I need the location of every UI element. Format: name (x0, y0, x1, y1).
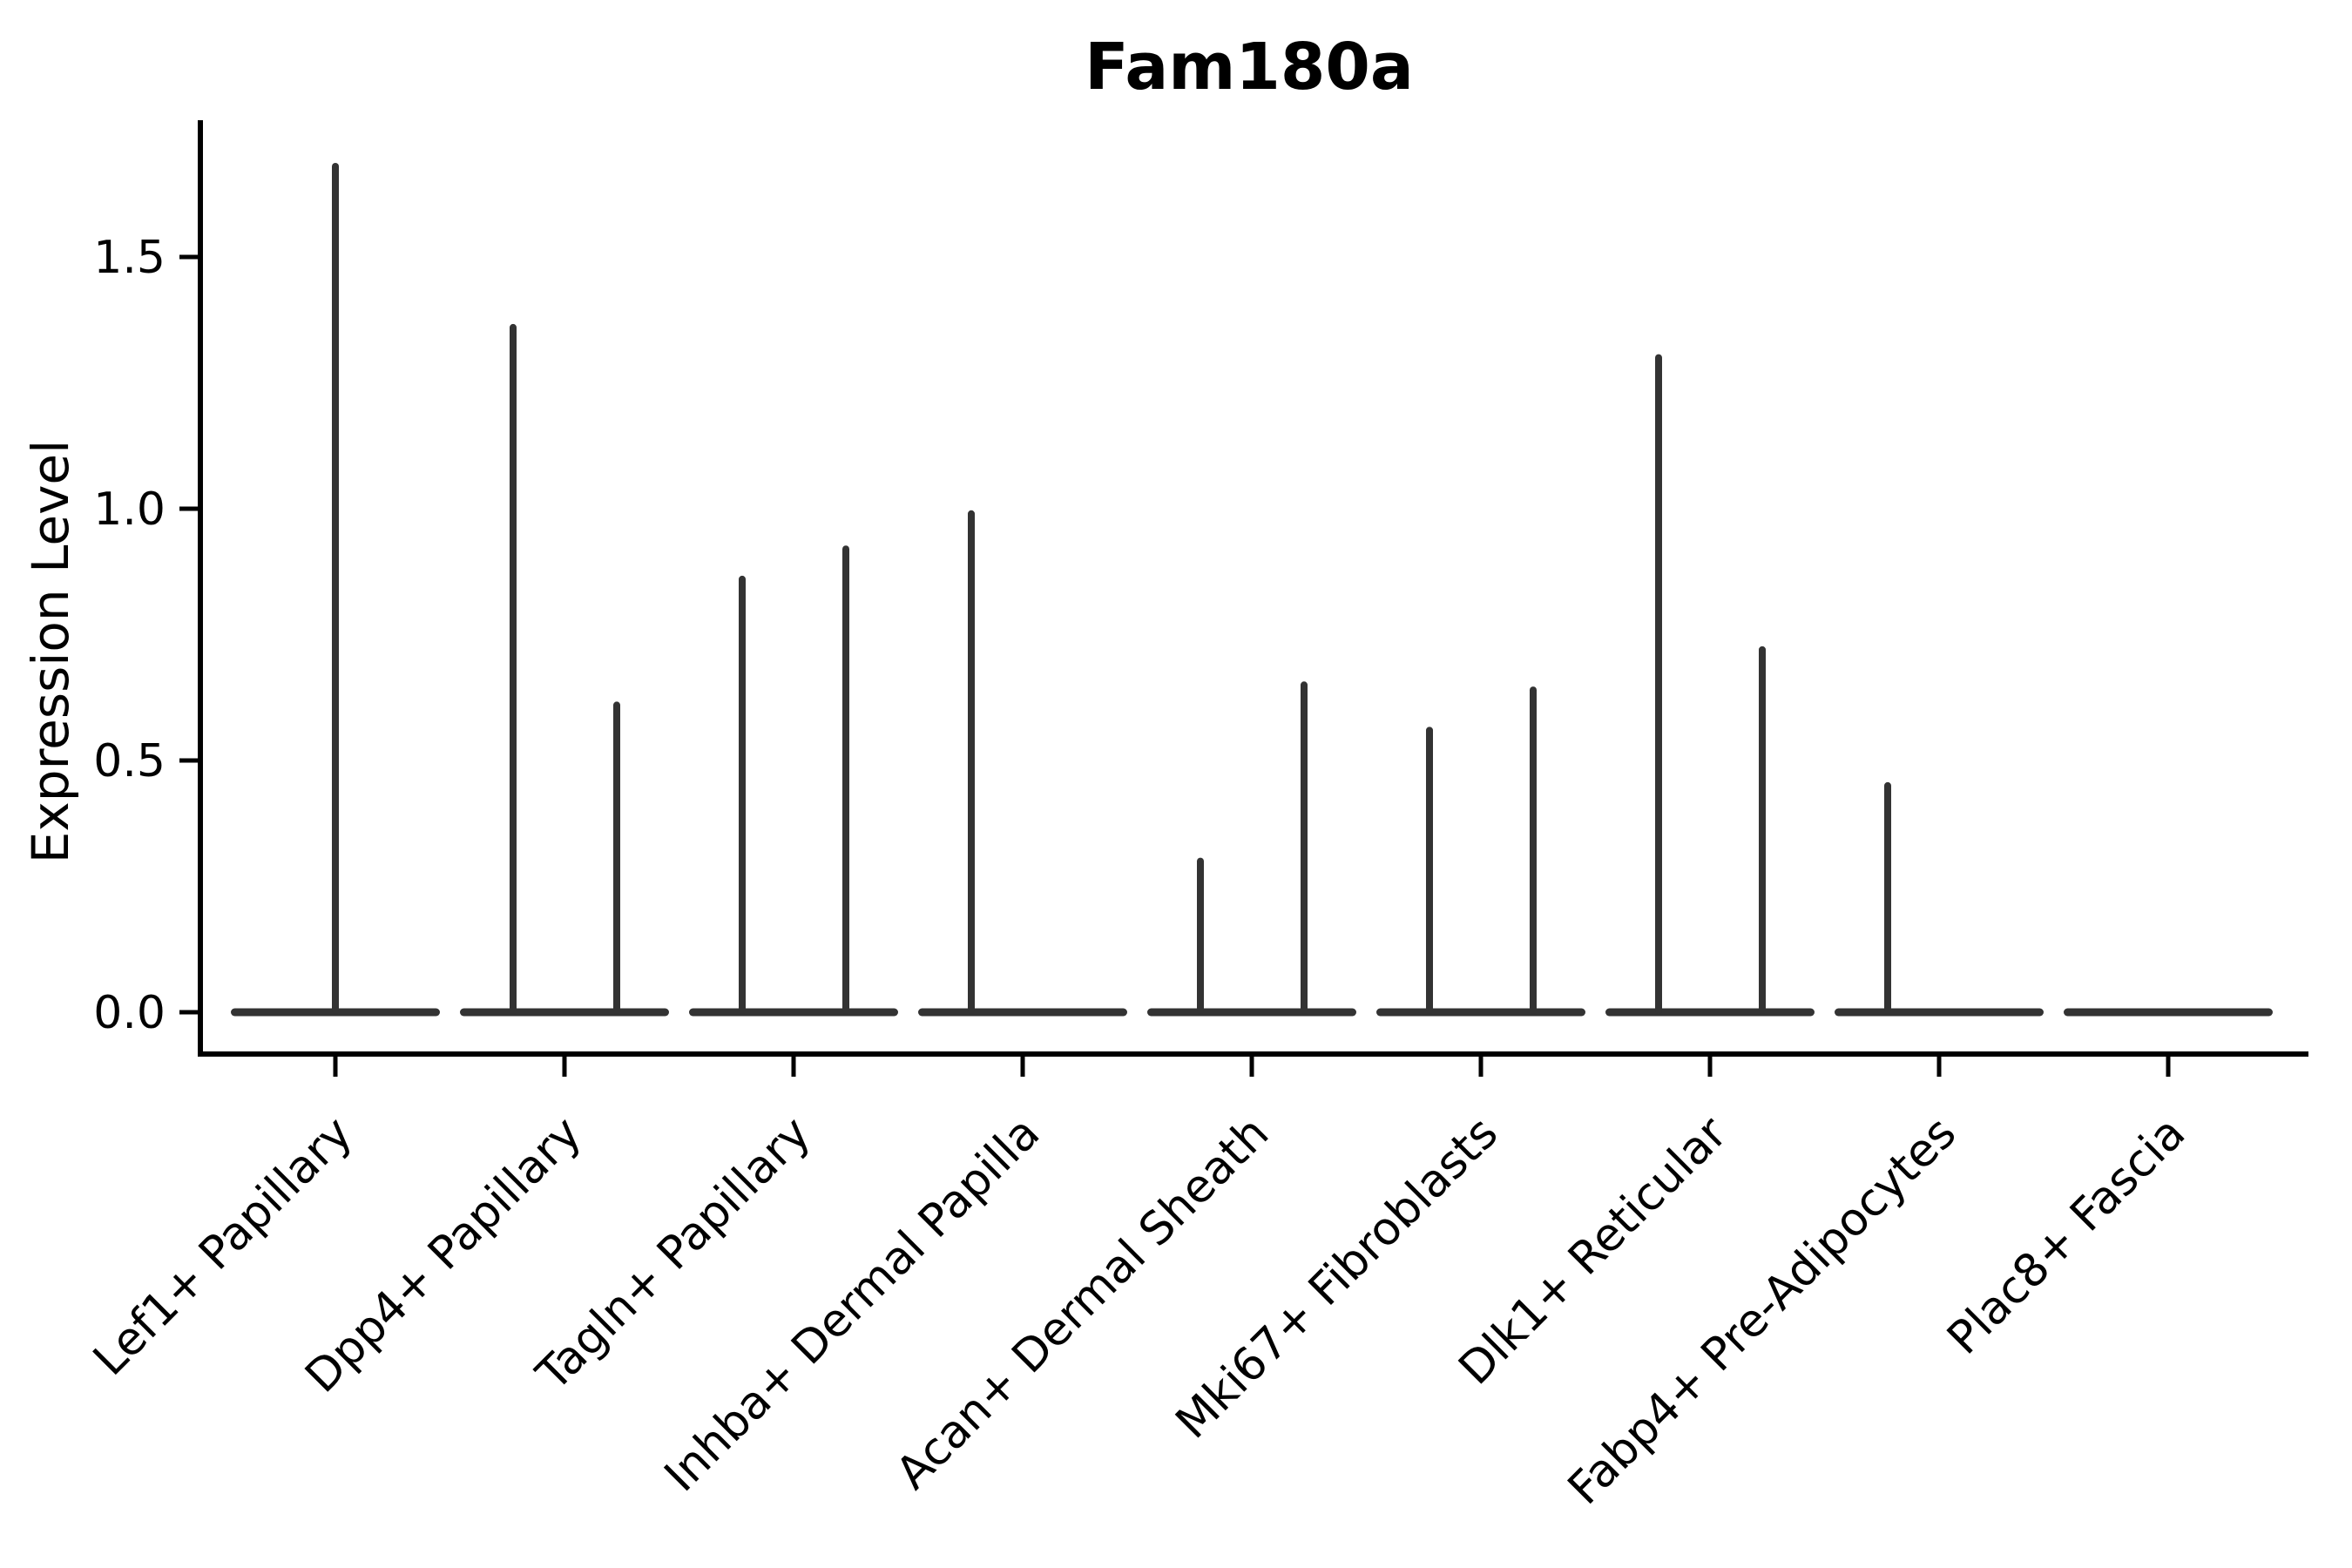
axis-spines (198, 120, 2308, 1057)
violin-body (460, 1008, 669, 1017)
violin-body (2064, 1008, 2273, 1017)
violin-body (1605, 1008, 1815, 1017)
y-axis-label: Expression Level (21, 440, 80, 863)
x-tick-label: Plac8+ Fascia (1937, 1107, 2195, 1365)
y-tick-label: 0.0 (93, 987, 166, 1039)
y-tick-labels: 0.0 0.5 1.0 1.5 (93, 232, 166, 1039)
y-tick-marks (179, 254, 200, 1015)
violin-body (918, 1008, 1127, 1017)
violin-body (1835, 1008, 2044, 1017)
violin-body (689, 1008, 898, 1017)
chart-title: Fam180a (1085, 30, 1414, 105)
violin-body (1376, 1008, 1585, 1017)
y-tick-label: 1.5 (93, 232, 166, 284)
x-tick-label: Fabp4+ Pre-Adipocytes (1558, 1107, 1966, 1515)
x-tick-label: Acan+ Dermal Sheath (887, 1107, 1280, 1500)
x-tick-marks (333, 1056, 2171, 1077)
x-tick-label: Inhba+ Dermal Papilla (655, 1107, 1050, 1502)
violins (231, 162, 2273, 1017)
y-tick-label: 0.5 (93, 735, 166, 787)
violin-body (1147, 1008, 1356, 1017)
y-tick-label: 1.0 (93, 483, 166, 536)
